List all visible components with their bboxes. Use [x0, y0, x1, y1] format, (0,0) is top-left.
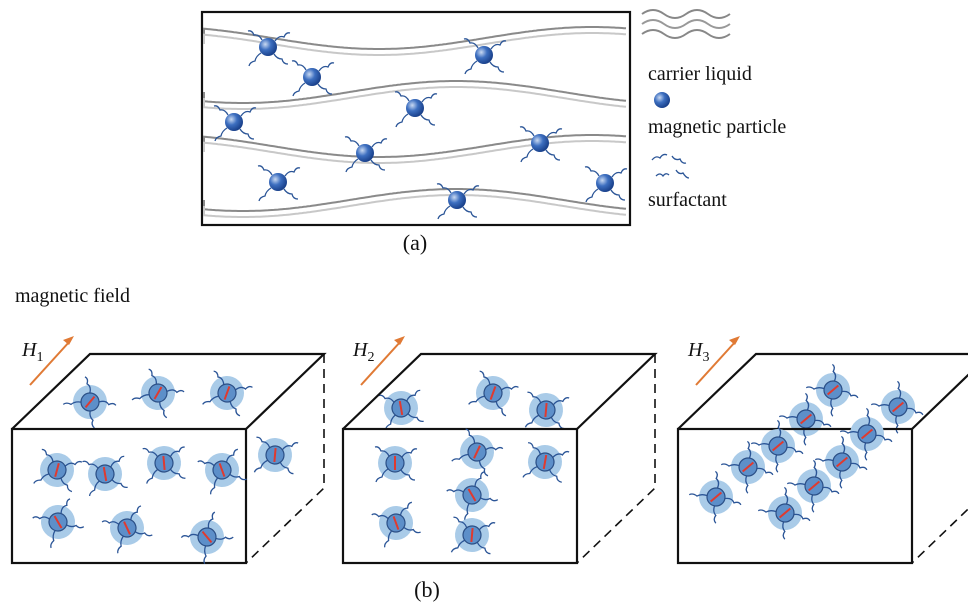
subscript: 2 [367, 350, 374, 365]
legend-waves [642, 10, 730, 38]
symbol: H [687, 339, 704, 361]
field-label: magnetic field [15, 285, 130, 307]
particle [143, 444, 188, 484]
particle [689, 471, 744, 526]
particle [446, 469, 500, 521]
field-symbol: H2 [352, 339, 374, 365]
field-symbol: H1 [21, 339, 43, 365]
moment [545, 403, 546, 417]
particle [33, 448, 83, 494]
legend-label: surfactant [648, 189, 727, 211]
particle [451, 428, 504, 478]
symbol: H [21, 339, 38, 361]
subscript: 1 [36, 350, 43, 365]
particle [131, 368, 185, 420]
field-symbol: H3 [687, 339, 709, 365]
particle [181, 510, 236, 565]
moment [471, 528, 472, 542]
box-hidden-edge [577, 354, 655, 563]
particle [375, 446, 417, 482]
arrow-head [729, 336, 740, 345]
particle [82, 453, 130, 496]
particle [524, 391, 569, 431]
legend-label: magnetic particle [648, 116, 786, 138]
arrow-head [63, 336, 74, 345]
particle [102, 503, 155, 553]
particle [522, 442, 570, 485]
moment [163, 456, 164, 470]
symbol: H [352, 339, 369, 361]
particle [450, 516, 495, 556]
box: H3 [678, 336, 968, 563]
particle [378, 387, 426, 430]
particle [371, 500, 423, 548]
caption: (a) [403, 230, 427, 255]
particle [202, 370, 254, 418]
subscript: 3 [702, 350, 709, 365]
legend-surfactant [652, 154, 689, 178]
diagram: carrier liquid magnetic particle surfact… [0, 0, 968, 606]
box: H1 [12, 336, 324, 564]
caption: (b) [414, 577, 440, 602]
legend-particle [654, 92, 670, 108]
particle [253, 436, 298, 476]
moment [274, 448, 275, 462]
particle [62, 376, 117, 431]
box-hidden-edge [912, 354, 968, 563]
particle [197, 447, 249, 495]
legend-label: carrier liquid [648, 63, 752, 85]
box: H2 [343, 336, 655, 563]
particle [32, 496, 86, 548]
particle [468, 370, 520, 418]
arrow-head [394, 336, 405, 345]
